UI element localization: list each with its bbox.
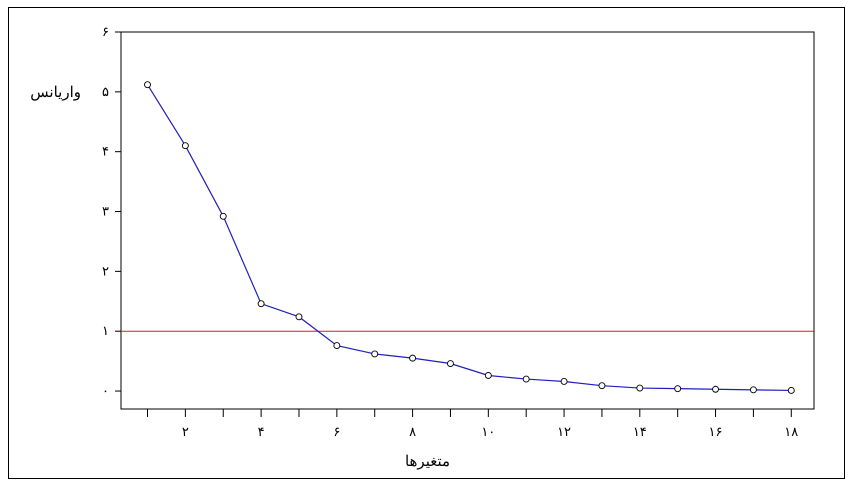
x-tick-label: ۱۲ — [557, 425, 571, 440]
y-tick-label: ۱ — [102, 324, 109, 339]
data-point — [257, 300, 265, 308]
data-point — [371, 350, 379, 358]
x-tick-label: ۱۶ — [709, 425, 723, 440]
data-point — [295, 313, 303, 321]
plot-area — [120, 31, 815, 410]
data-point — [787, 386, 795, 394]
x-tick-label: ۴ — [258, 425, 265, 440]
data-point — [144, 81, 151, 89]
data-point — [522, 375, 530, 383]
data-points — [144, 81, 795, 394]
data-point — [674, 385, 682, 393]
data-point — [749, 386, 757, 394]
data-point — [333, 342, 341, 350]
y-tick-label: ۶ — [102, 25, 109, 40]
data-point — [409, 354, 417, 362]
x-tick-label: ۱۰ — [481, 425, 495, 440]
y-tick-label: ۳ — [102, 205, 109, 220]
series-line — [146, 84, 792, 392]
x-axis: ۲ ۴ ۶ ۸ ۱۰ ۱۲ ۱۴ ۱۶ ۱۸ — [147, 409, 798, 440]
x-tick-label: ۱۴ — [633, 425, 647, 440]
data-point — [219, 212, 227, 220]
y-tick-label: ۵ — [102, 85, 109, 100]
data-point — [598, 382, 606, 390]
data-point — [447, 360, 454, 367]
x-tick-label: ۸ — [409, 425, 416, 440]
y-axis-title: واریانس — [30, 83, 81, 101]
data-point — [712, 385, 719, 393]
y-axis: ۰ ۱ ۲ ۳ ۴ ۵ ۶ — [102, 25, 121, 399]
x-tick-label: ۲ — [182, 425, 189, 440]
data-point — [484, 372, 492, 379]
x-tick-label: ۶ — [333, 425, 340, 440]
data-point — [560, 378, 568, 385]
x-axis-title: متغیرها — [405, 452, 450, 470]
x-tick-label: ۱۸ — [784, 425, 798, 440]
y-tick-label: ۲ — [102, 264, 109, 279]
data-point — [636, 384, 644, 392]
y-tick-label: ۰ — [102, 384, 109, 399]
y-tick-label: ۴ — [102, 145, 109, 160]
data-point — [181, 142, 189, 150]
